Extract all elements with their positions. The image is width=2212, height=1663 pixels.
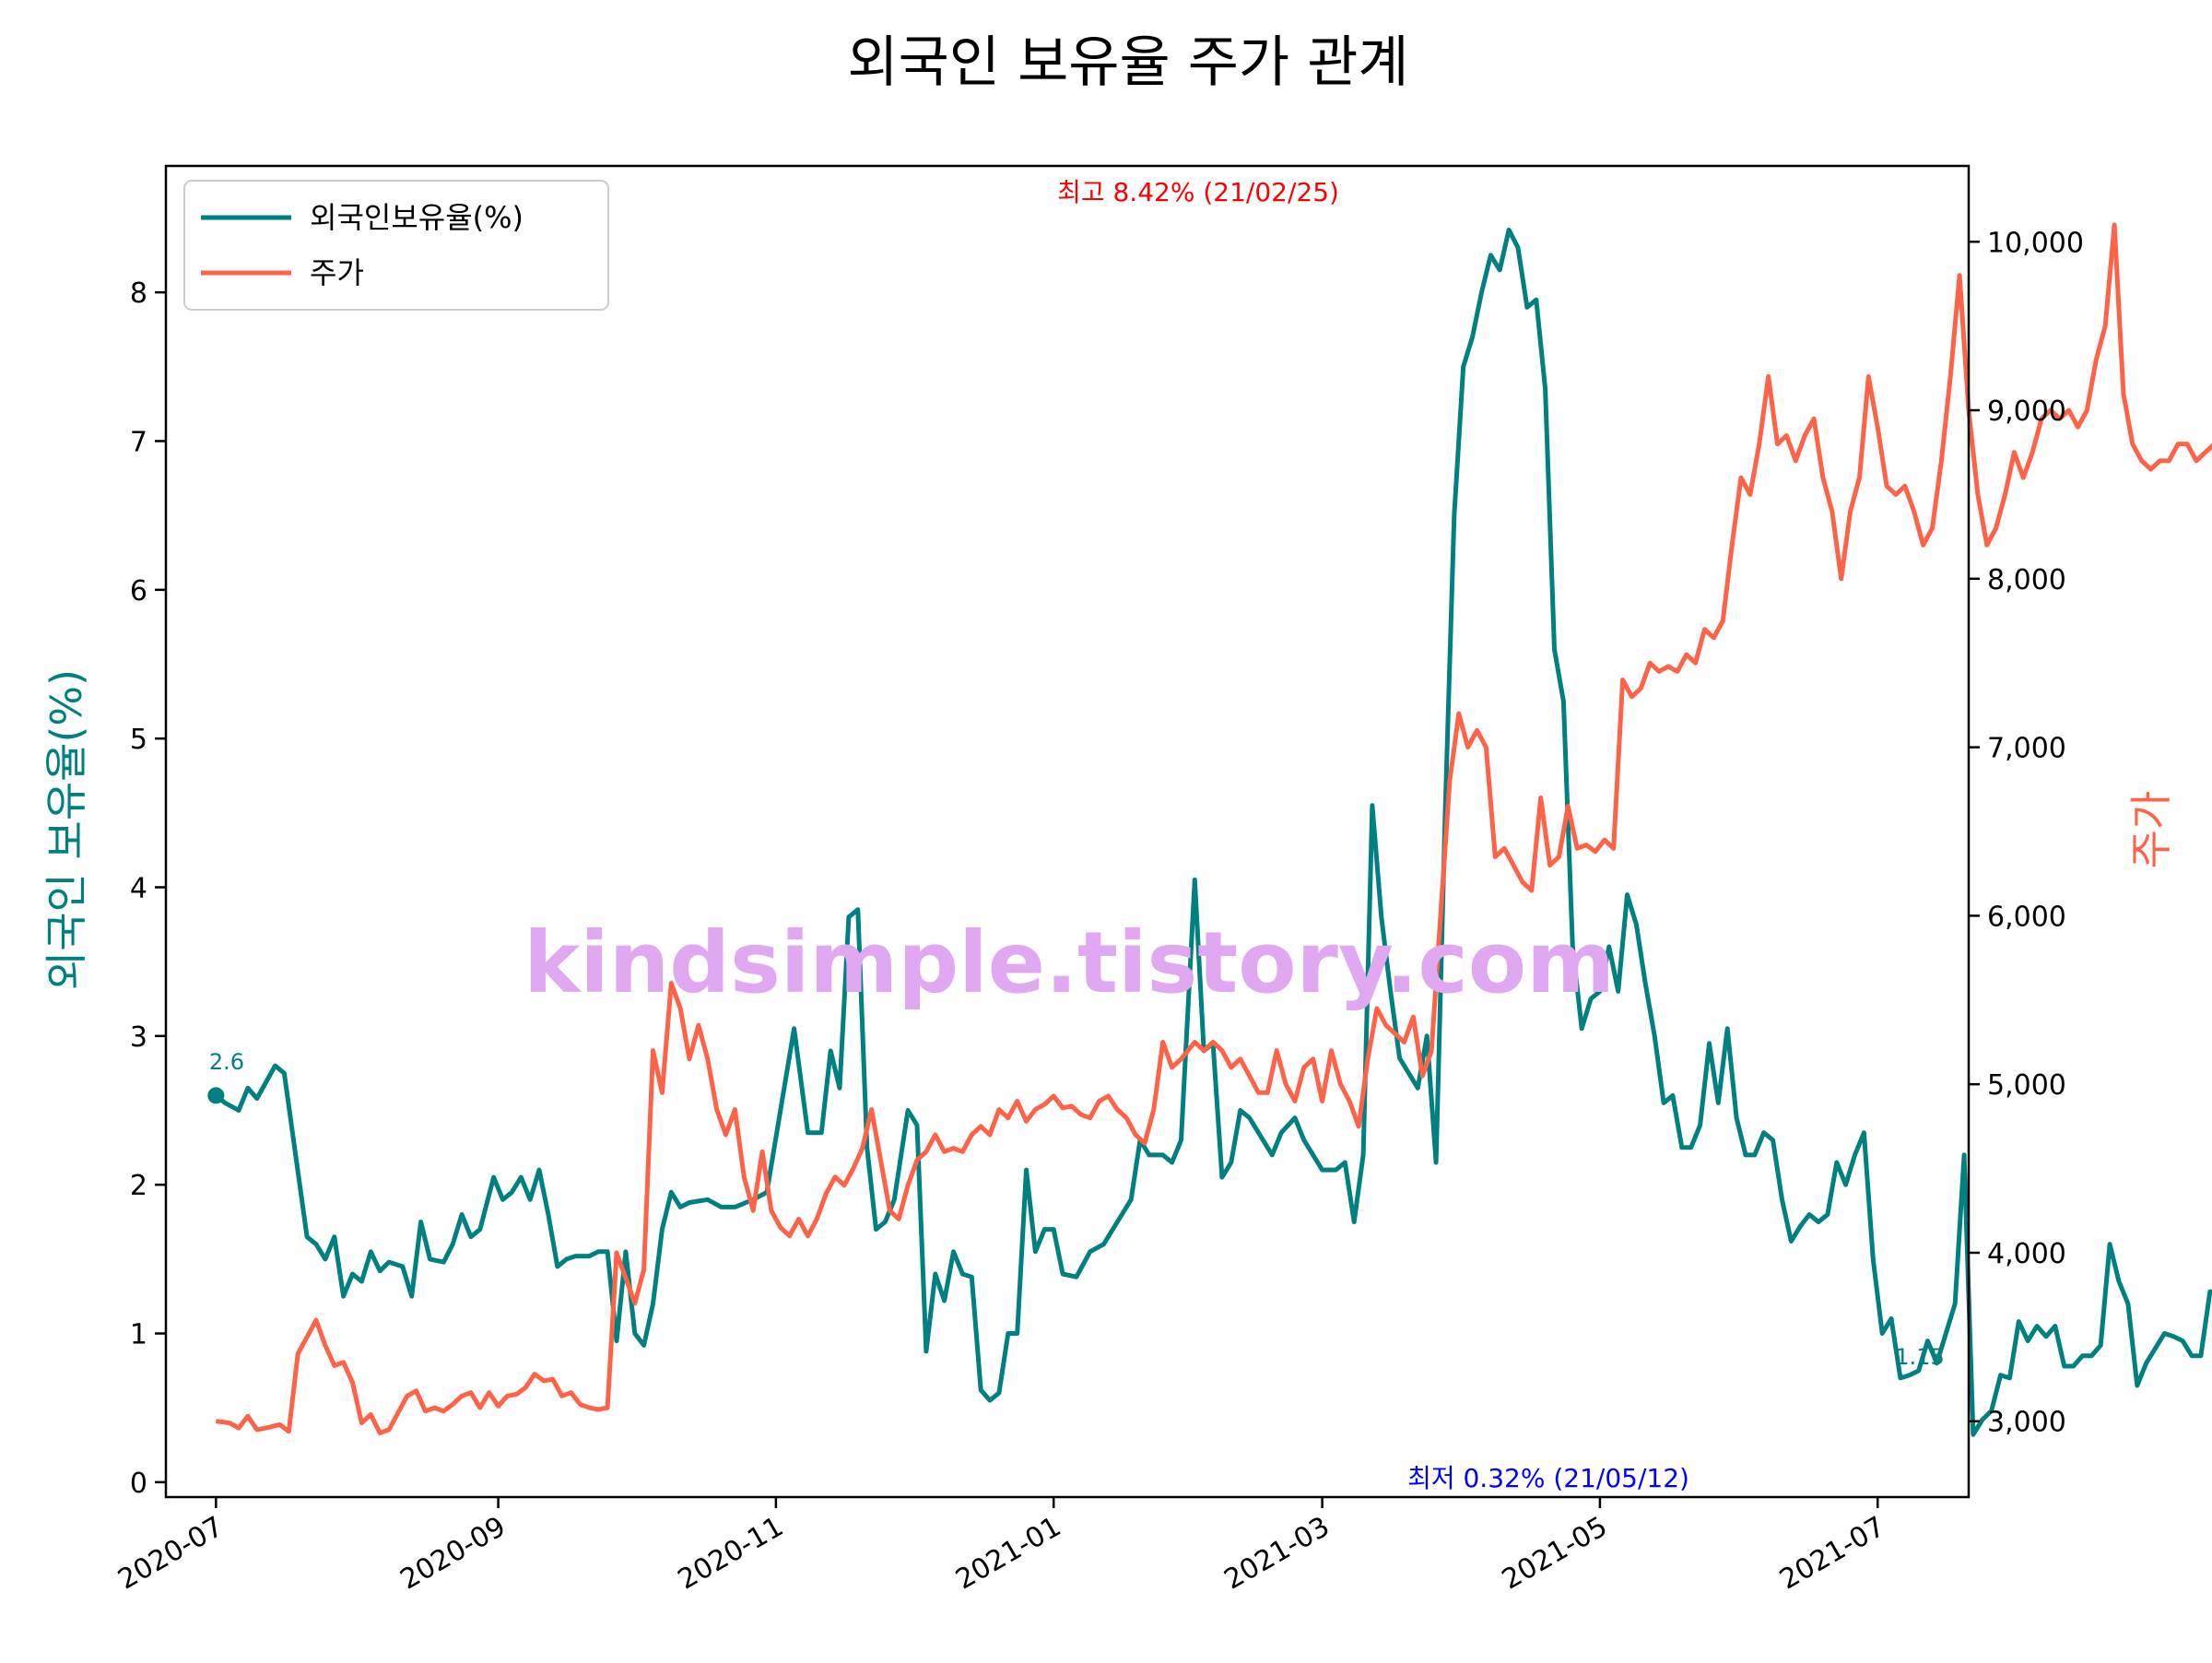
- start-value-label: 2.6: [209, 1049, 244, 1075]
- min-annotation: 최저 0.32% (21/05/12): [1407, 1463, 1689, 1493]
- plot-layer: [207, 222, 2212, 1437]
- series-line-price: [215, 222, 2212, 1435]
- y-left-tick-label: 1: [130, 1319, 147, 1351]
- y-left-tick-label: 5: [130, 724, 147, 756]
- y-right-tick-label: 8,000: [1987, 564, 2066, 596]
- y-right-tick-label: 9,000: [1987, 395, 2066, 428]
- y-right-tick-label: 4,000: [1987, 1238, 2066, 1270]
- series-line-foreign-ownership: [214, 227, 2212, 1437]
- start-point-marker: [207, 1087, 225, 1104]
- y-axis-right-label: 주가: [2126, 791, 2176, 869]
- end-value-label: 1.15: [1895, 1344, 1944, 1370]
- y-right-tick-label: 5,000: [1987, 1069, 2066, 1102]
- y-left-tick-label: 0: [130, 1468, 147, 1500]
- plot-frame: [164, 164, 1971, 1499]
- y-right-tick-label: 7,000: [1987, 733, 2066, 765]
- legend: 외국인보유율(%) 주가: [183, 180, 609, 311]
- legend-label-price: 주가: [310, 255, 364, 290]
- y-axis-left-label: 외국인 보유율(%): [41, 669, 91, 990]
- y-left-tick-label: 2: [130, 1170, 147, 1202]
- legend-box: [183, 180, 609, 311]
- max-annotation: 최고 8.42% (21/02/25): [1057, 177, 1339, 207]
- y-left-tick-label: 8: [130, 277, 147, 310]
- y-right-tick-label: 6,000: [1987, 901, 2066, 933]
- y-right-tick-label: 3,000: [1987, 1407, 2066, 1439]
- y-right-tick-label: 10,000: [1987, 227, 2084, 259]
- y-left-tick-label: 7: [130, 426, 147, 458]
- chart-title: 외국인 보유율 주가 관계: [847, 30, 1408, 95]
- y-left-tick-label: 3: [130, 1021, 147, 1054]
- watermark-text: kindsimple.tistory.com: [524, 914, 1615, 1012]
- y-left-tick-label: 6: [130, 575, 147, 607]
- legend-label-foreign: 외국인보유율(%): [310, 200, 524, 235]
- y-left-tick-label: 4: [130, 873, 147, 905]
